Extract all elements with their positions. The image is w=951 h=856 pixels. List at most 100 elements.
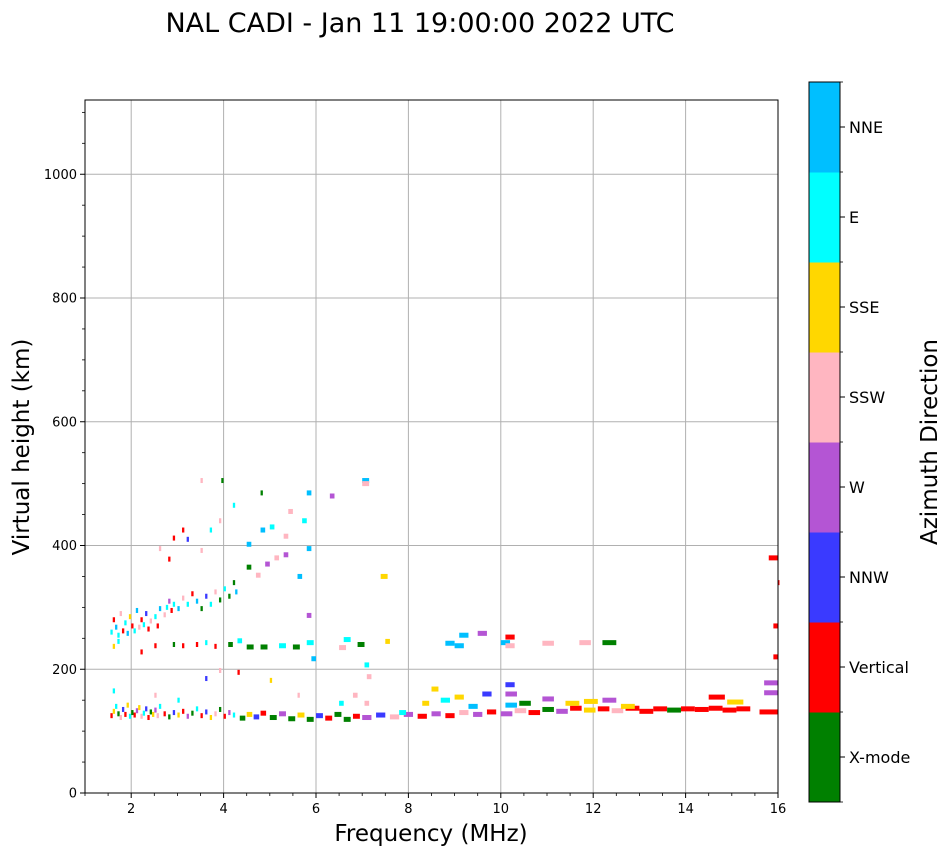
echo-point xyxy=(135,708,139,714)
echo-point xyxy=(542,706,554,712)
echo-point xyxy=(142,710,146,716)
y-tick-label: 800 xyxy=(52,292,77,307)
echo-point xyxy=(117,638,120,644)
echo-point xyxy=(759,709,778,715)
echo-point xyxy=(403,711,414,717)
echo-point xyxy=(168,598,171,604)
echo-point xyxy=(343,637,351,643)
x-tick-label: 4 xyxy=(219,802,227,817)
echo-point xyxy=(200,606,203,612)
echo-point xyxy=(352,713,360,719)
echo-point xyxy=(205,709,208,715)
echo-point xyxy=(736,706,751,712)
colorbar-tick-label: SSE xyxy=(849,298,879,317)
echo-point xyxy=(145,706,148,712)
echo-point xyxy=(297,692,300,698)
echo-point xyxy=(172,710,176,716)
echo-point xyxy=(112,617,116,623)
echo-point xyxy=(260,490,263,496)
y-axis-label: Virtual height (km) xyxy=(9,339,35,556)
echo-point xyxy=(380,573,388,579)
echo-point xyxy=(235,589,238,595)
echo-point xyxy=(154,614,157,620)
echo-point xyxy=(158,703,162,709)
echo-point xyxy=(583,698,598,704)
echo-point xyxy=(119,715,122,721)
echo-point xyxy=(158,606,162,612)
colorbar-label: Azimuth Direction xyxy=(917,339,943,545)
echo-point xyxy=(182,643,185,649)
echo-point xyxy=(667,707,681,713)
echo-point xyxy=(112,708,116,714)
echo-point xyxy=(186,536,189,542)
echo-point xyxy=(500,640,511,646)
echo-point xyxy=(209,527,213,533)
echo-point xyxy=(265,561,270,567)
echo-point xyxy=(339,645,347,651)
echo-point xyxy=(232,580,236,586)
echo-point xyxy=(440,697,450,703)
x-axis-label: Frequency (MHz) xyxy=(334,821,527,847)
echo-point xyxy=(297,573,303,579)
echo-point xyxy=(218,667,222,673)
echo-point xyxy=(156,623,159,629)
colorbar-tick-label: NNE xyxy=(849,118,883,137)
echo-point xyxy=(445,640,455,646)
echo-point xyxy=(727,699,744,705)
echo-point xyxy=(237,638,243,644)
colorbar-swatch xyxy=(809,442,840,533)
echo-point xyxy=(128,713,132,719)
echo-point xyxy=(195,642,199,647)
echo-point xyxy=(454,643,464,649)
echo-point xyxy=(131,623,134,629)
echo-point xyxy=(482,691,492,697)
echo-point xyxy=(334,711,342,717)
echo-point xyxy=(325,715,333,721)
echo-point xyxy=(140,617,143,623)
echo-point xyxy=(200,478,203,484)
echo-point xyxy=(205,640,208,646)
echo-point xyxy=(611,708,624,714)
echo-point xyxy=(172,642,176,647)
echo-point xyxy=(172,601,176,607)
echo-point xyxy=(128,614,132,620)
echo-point xyxy=(597,706,610,712)
grid-lines xyxy=(85,100,779,794)
echo-point xyxy=(260,527,266,533)
echo-point xyxy=(362,481,370,487)
colorbar: X-mode Vertical NNW W SSW SSE E NNE xyxy=(808,81,910,803)
echo-point xyxy=(352,692,358,698)
echo-point xyxy=(417,713,427,719)
echo-point xyxy=(311,656,316,662)
echo-point xyxy=(177,697,180,703)
echo-point xyxy=(149,709,152,715)
echo-point xyxy=(570,705,582,711)
echo-point xyxy=(376,712,386,718)
echo-point xyxy=(112,688,116,694)
echo-point xyxy=(110,629,113,635)
echo-point xyxy=(366,674,372,680)
echo-point xyxy=(186,713,189,719)
echo-point xyxy=(191,591,194,597)
echo-point xyxy=(288,508,293,514)
echo-point xyxy=(778,580,780,586)
echo-point xyxy=(389,714,400,720)
echo-point xyxy=(115,624,118,630)
echo-point xyxy=(147,715,150,721)
echo-point xyxy=(306,640,314,646)
echo-point xyxy=(556,708,568,714)
echo-point xyxy=(362,478,370,484)
echo-point xyxy=(177,606,180,612)
echo-point xyxy=(316,713,323,719)
echo-point xyxy=(431,686,439,692)
echo-point xyxy=(602,640,617,646)
echo-point xyxy=(306,612,312,618)
echo-point xyxy=(214,643,217,649)
echo-point xyxy=(454,694,464,700)
echo-point xyxy=(163,711,166,717)
echo-point xyxy=(260,644,268,650)
echo-point xyxy=(279,643,286,649)
echo-point xyxy=(253,714,260,720)
echo-point xyxy=(221,478,224,484)
